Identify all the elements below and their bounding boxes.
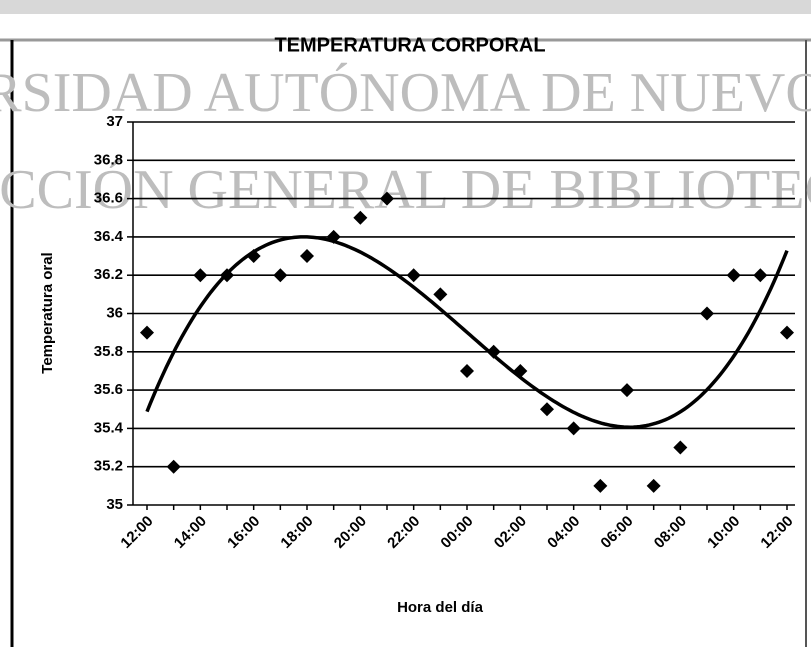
y-tick-label: 37 [106, 113, 123, 130]
data-point [140, 325, 154, 340]
data-point [486, 344, 501, 359]
trendline [145, 235, 789, 429]
y-tick-label: 35.6 [94, 381, 123, 398]
y-axis-label: Temperatura oral [39, 252, 56, 373]
data-point [406, 268, 421, 283]
x-tick-label: 22:00 [384, 513, 423, 552]
x-axis-label: Hora del día [397, 599, 484, 616]
data-point [166, 459, 181, 474]
y-tick-label: 36.8 [94, 151, 123, 168]
data-point [380, 191, 394, 206]
data-point [353, 210, 368, 225]
x-tick-label: 06:00 [597, 513, 636, 552]
watermark: RSIDAD AUTÓNOMA DE NUEVO [0, 61, 811, 124]
x-tick-label: 18:00 [277, 513, 316, 552]
data-point [700, 306, 714, 321]
data-point [780, 325, 794, 340]
data-point [540, 402, 554, 417]
data-point [273, 268, 288, 283]
x-tick-label: 08:00 [651, 513, 690, 552]
x-tick-label: 00:00 [437, 513, 476, 552]
chart-title: TEMPERATURA CORPORAL [274, 34, 545, 56]
y-tick-label: 35.4 [94, 419, 124, 436]
x-tick-label: 16:00 [224, 513, 263, 552]
y-tick-label: 35.2 [94, 458, 123, 475]
y-tick-label: 36.2 [94, 266, 123, 283]
data-point [726, 268, 741, 283]
y-tick-label: 36.6 [94, 190, 123, 207]
x-tick-label: 10:00 [704, 513, 743, 552]
y-tick-label: 35 [106, 496, 123, 513]
x-tick-label: 20:00 [331, 513, 370, 552]
watermark: RECCIÓN GENERAL DE BIBLIOTECA [0, 158, 811, 221]
data-point [620, 383, 634, 398]
scan-band [0, 0, 811, 14]
x-tick-label: 12:00 [757, 513, 796, 552]
data-point [673, 440, 688, 455]
data-point [193, 268, 208, 283]
data-point [460, 363, 474, 378]
data-point [753, 268, 768, 283]
data-point [300, 249, 314, 264]
data-point [646, 478, 661, 493]
y-tick-label: 36 [106, 304, 123, 321]
y-tick-label: 35.8 [94, 343, 123, 360]
x-tick-label: 12:00 [117, 513, 156, 552]
x-tick-label: 04:00 [544, 513, 583, 552]
x-tick-label: 14:00 [171, 513, 210, 552]
data-point [433, 287, 448, 302]
data-point [593, 478, 608, 493]
x-tick-label: 02:00 [491, 513, 530, 552]
y-tick-label: 36.4 [94, 228, 124, 245]
data-point [566, 421, 581, 436]
